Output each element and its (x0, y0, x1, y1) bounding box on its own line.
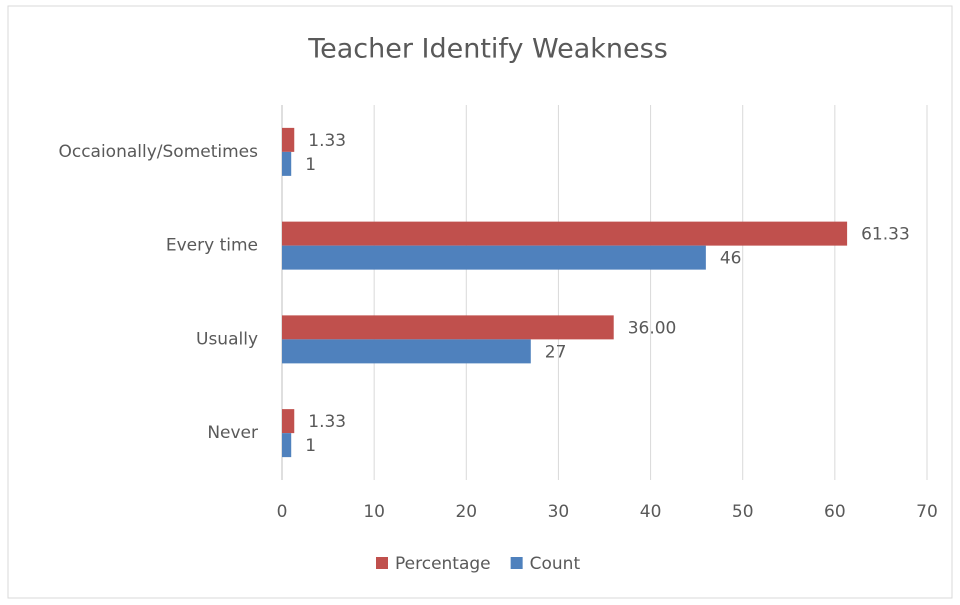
x-tick-label: 60 (824, 502, 846, 522)
bar (282, 151, 292, 176)
bar (282, 127, 295, 152)
x-tick-label: 70 (916, 502, 938, 522)
chart-border (7, 5, 953, 599)
legend-label: Count (530, 554, 581, 574)
x-tick-label: 50 (732, 502, 754, 522)
x-tick-label: 30 (548, 502, 570, 522)
bar (282, 315, 614, 340)
legend-swatch (376, 557, 388, 569)
data-label: 61.33 (861, 225, 910, 245)
y-tick-label: Every time (166, 236, 258, 256)
data-label: 46 (720, 249, 742, 269)
bar (282, 339, 531, 364)
y-tick-label: Usually (196, 329, 258, 349)
bar (282, 409, 295, 434)
chart-title: Teacher Identify Weakness (307, 34, 668, 65)
x-tick-label: 10 (363, 502, 385, 522)
data-label: 1.33 (308, 131, 346, 151)
x-tick-label: 0 (277, 502, 288, 522)
y-tick-label: Occaionally/Sometimes (58, 142, 258, 162)
data-label: 1.33 (308, 412, 346, 432)
data-label: 1 (305, 155, 316, 175)
legend-swatch (510, 557, 523, 569)
data-label: 1 (305, 436, 316, 456)
bar (282, 245, 706, 270)
x-tick-label: 40 (640, 502, 662, 522)
bar (282, 433, 292, 458)
bar (282, 221, 848, 246)
legend-label: Percentage (395, 554, 491, 574)
data-label: 27 (545, 342, 567, 362)
x-tick-label: 20 (455, 502, 477, 522)
y-tick-label: Never (207, 423, 258, 443)
data-label: 36.00 (628, 318, 677, 338)
